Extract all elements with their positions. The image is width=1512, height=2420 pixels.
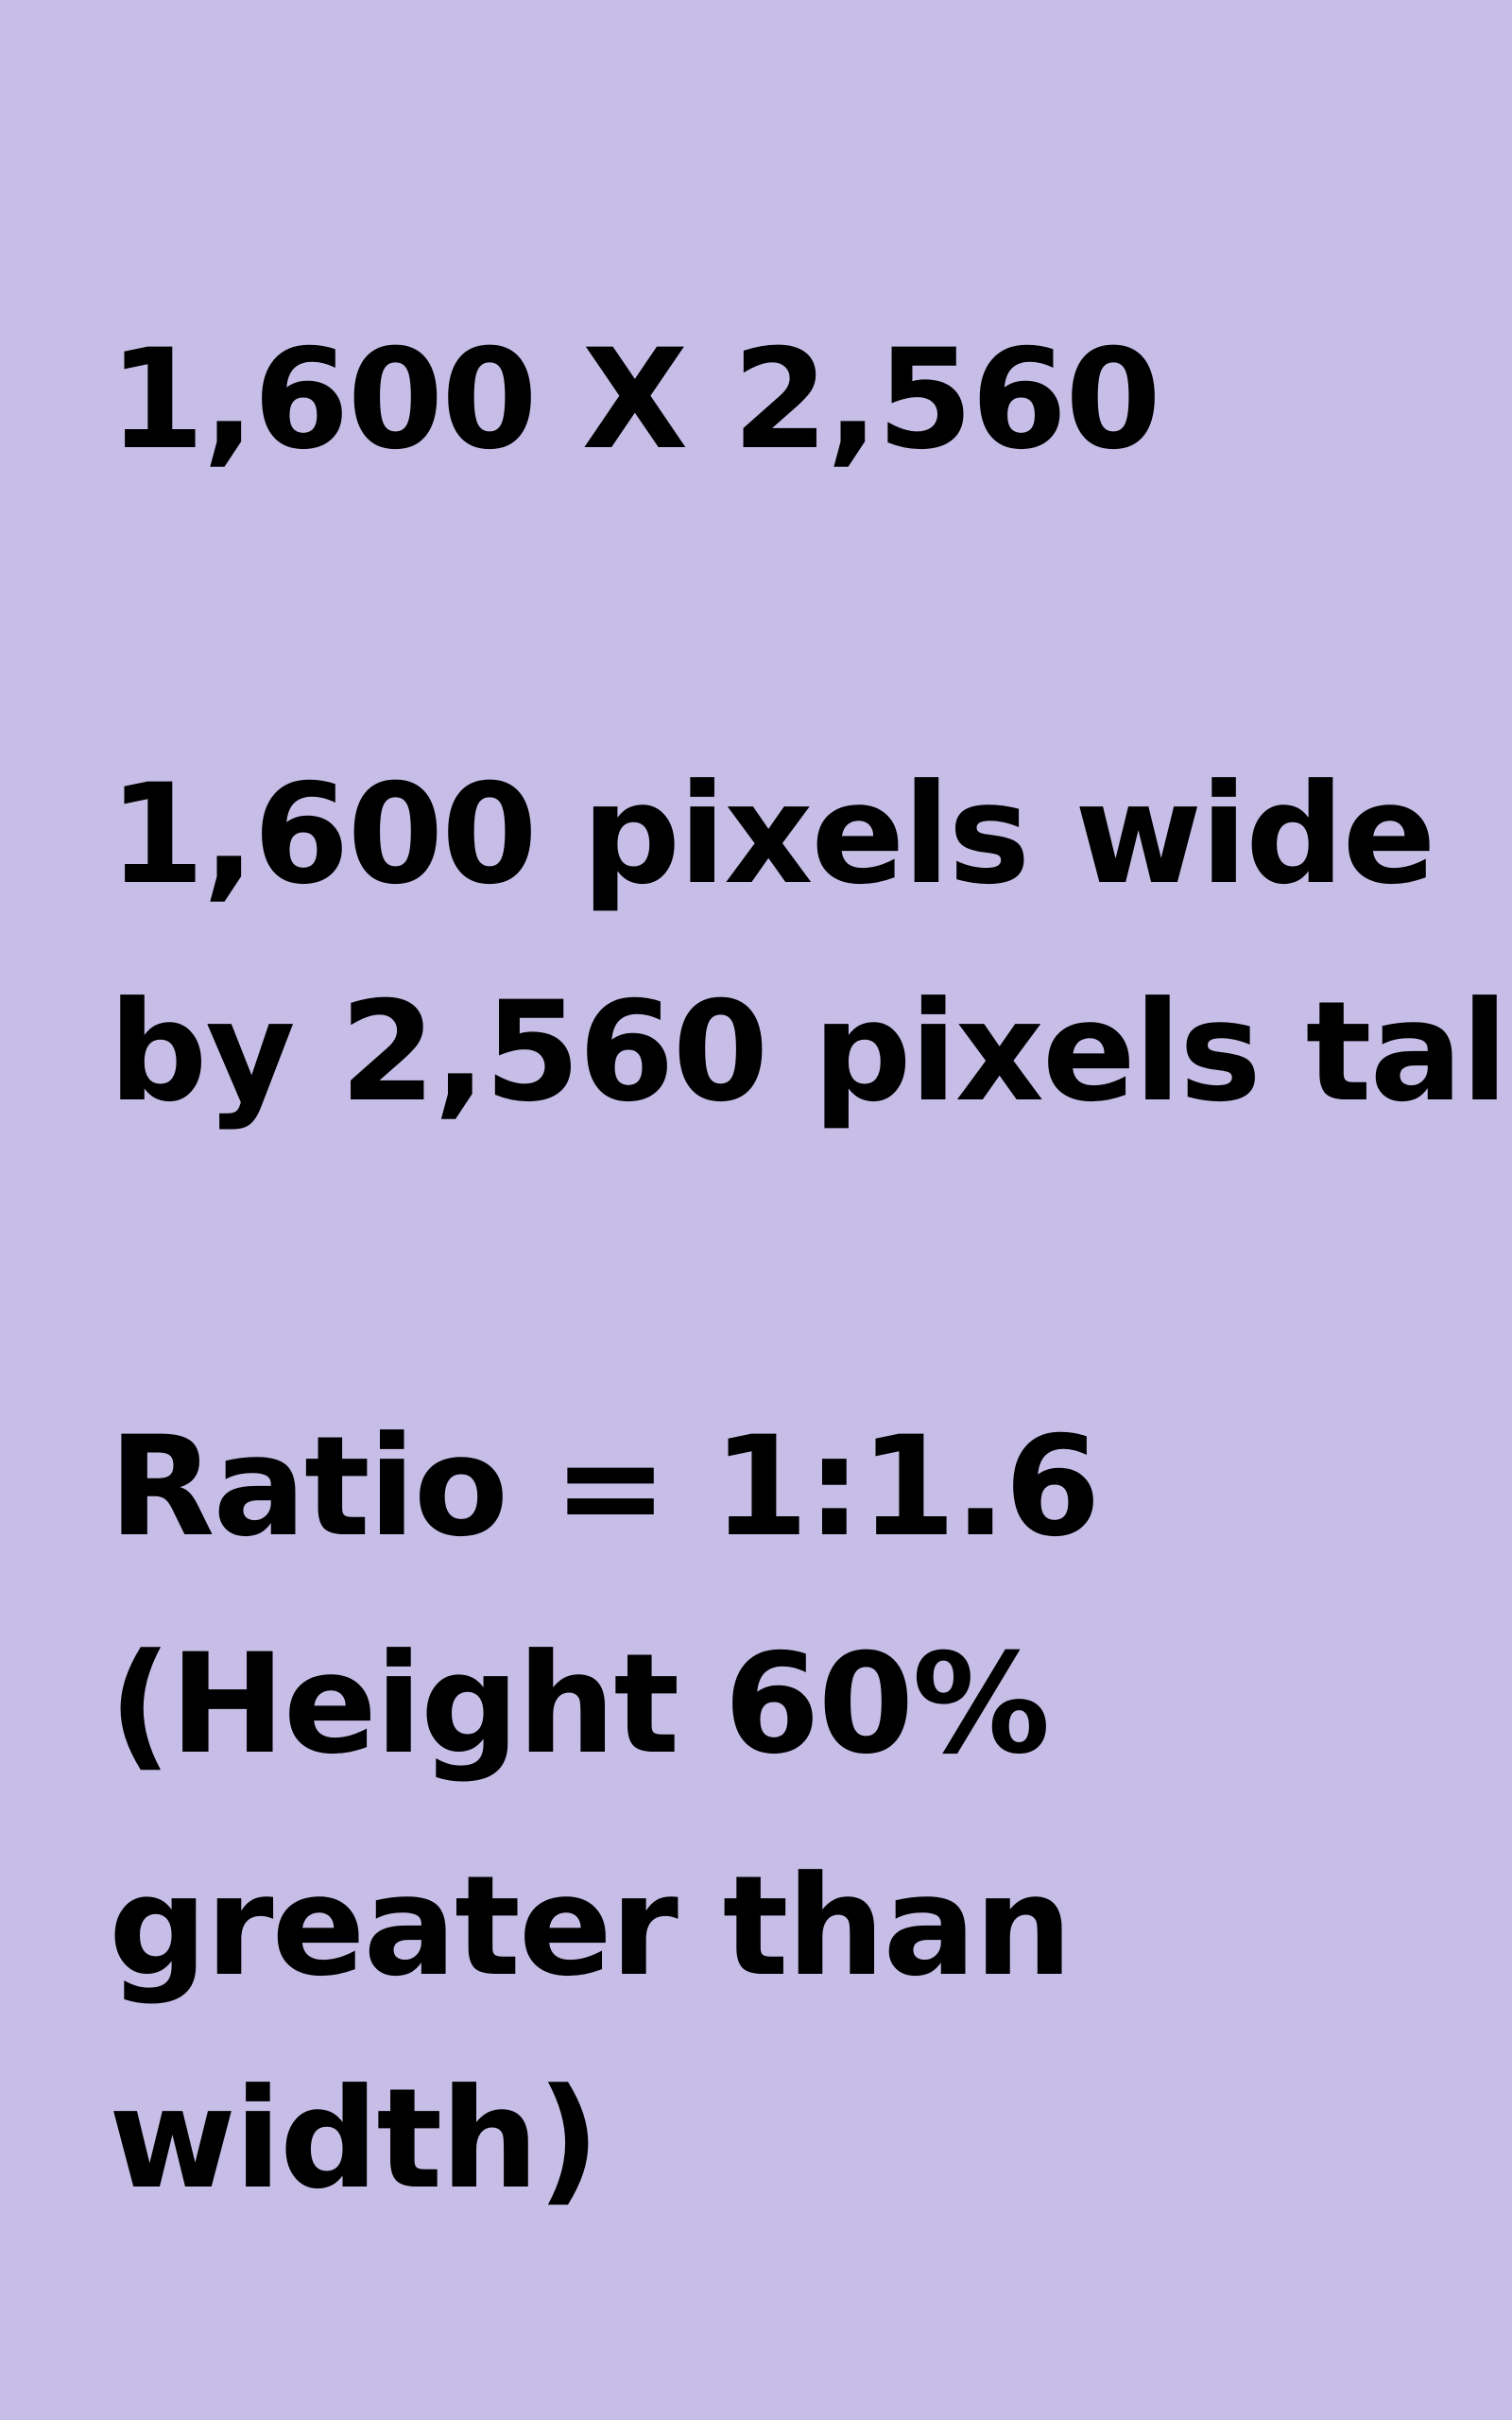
dimensions-heading: 1,600 X 2,560 — [109, 320, 1161, 480]
width-description: 1,600 pixels wide — [109, 754, 1436, 915]
ratio-note-line-3: width) — [109, 2059, 600, 2220]
ratio-value: Ratio = 1:1.6 — [109, 1407, 1101, 1567]
height-description: by 2,560 pixels tall — [109, 972, 1512, 1132]
ratio-note-line-2: greater than — [109, 1846, 1073, 2007]
ratio-note-line-1: (Height 60% — [109, 1624, 1051, 1785]
